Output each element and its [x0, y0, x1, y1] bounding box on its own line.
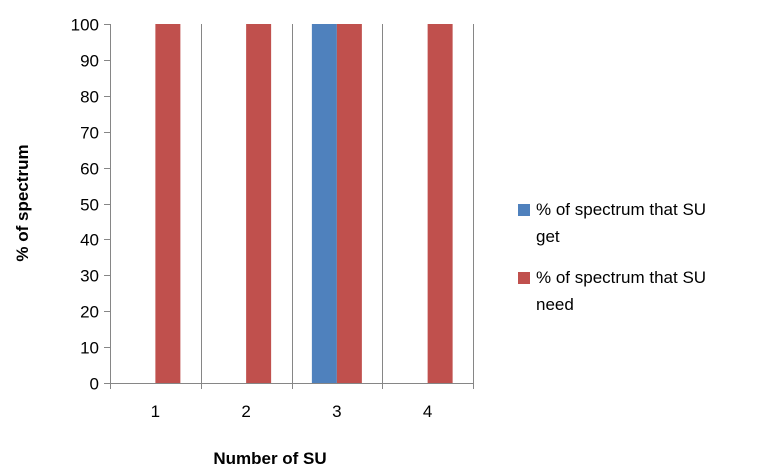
y-tick-label: 90 — [80, 52, 99, 71]
y-tick-label: 40 — [80, 231, 99, 250]
bar-series-2-cat-1 — [155, 24, 181, 383]
x-axis-title: Number of SU — [213, 449, 326, 468]
legend-label: % of spectrum that SU get — [536, 200, 706, 246]
gridlines — [201, 24, 474, 383]
y-tick-label: 80 — [80, 88, 99, 107]
bar-series-1-cat-3 — [311, 24, 337, 383]
x-tick-label: 1 — [151, 402, 160, 421]
legend: % of spectrum that SU get % of spectrum th… — [518, 200, 706, 314]
x-tick-label: 2 — [241, 402, 250, 421]
y-tick-label: 100 — [71, 16, 99, 35]
legend-swatch — [518, 272, 530, 284]
bars — [155, 24, 453, 383]
y-axis-title: % of spectrum — [13, 144, 32, 261]
x-tick-label: 3 — [332, 402, 341, 421]
x-tick-label: 4 — [423, 402, 432, 421]
y-tick-label: 50 — [80, 196, 99, 215]
y-tick-label: 60 — [80, 160, 99, 179]
y-tick-label: 30 — [80, 267, 99, 286]
bar-series-2-cat-4 — [427, 24, 453, 383]
y-tick-label: 20 — [80, 303, 99, 322]
axes — [104, 24, 474, 389]
y-tick-labels: 0 10 20 30 40 50 60 70 80 90 100 — [71, 16, 99, 394]
legend-swatch — [518, 204, 530, 216]
legend-label: % of spectrum that SU need — [536, 268, 706, 314]
x-tick-labels: 1 2 3 4 — [151, 402, 433, 421]
y-tick-label: 0 — [90, 375, 99, 394]
bar-series-2-cat-2 — [246, 24, 272, 383]
y-tick-label: 10 — [80, 339, 99, 358]
bar-series-2-cat-3 — [336, 24, 362, 383]
y-tick-label: 70 — [80, 124, 99, 143]
